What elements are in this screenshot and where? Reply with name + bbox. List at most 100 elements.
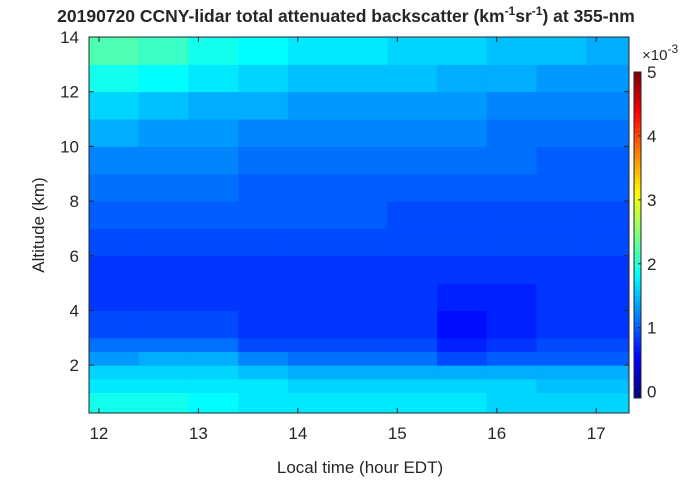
heatmap-cell <box>337 228 388 257</box>
heatmap-cell <box>238 119 289 147</box>
heatmap-cell <box>287 310 339 339</box>
colorbar-tick-label: 5 <box>647 63 656 82</box>
heatmap-cell <box>287 91 339 120</box>
heatmap-cell <box>536 351 587 366</box>
heatmap-cell <box>437 255 488 284</box>
colorbar-segment <box>634 382 641 389</box>
heatmap-cell <box>238 337 289 352</box>
heatmap-cell <box>536 392 587 414</box>
heatmap-cell <box>437 228 488 257</box>
heatmap-cell <box>437 365 488 380</box>
colorbar-segment <box>634 316 641 323</box>
heatmap-cell <box>287 228 339 257</box>
heatmap-cell <box>188 351 239 366</box>
heatmap-cell <box>337 337 388 352</box>
heatmap-cell <box>437 351 488 366</box>
heatmap-cell <box>138 64 189 93</box>
y-tick-label: 4 <box>70 301 79 320</box>
heatmap-cell <box>536 119 587 147</box>
heatmap-cell <box>586 173 630 202</box>
colorbar-segment <box>634 189 641 195</box>
heatmap-cell <box>437 173 488 202</box>
colorbar-segment <box>634 173 641 180</box>
colorbar-segment <box>634 199 641 205</box>
heatmap-cell <box>188 146 239 175</box>
heatmap-cell <box>586 337 630 352</box>
heatmap-cell <box>188 392 239 414</box>
heatmap-cell <box>387 351 438 366</box>
heatmap-cell <box>387 91 438 120</box>
heatmap-cell <box>287 337 339 352</box>
heatmap-cell <box>138 119 189 147</box>
heatmap-cell <box>89 173 140 202</box>
x-tick-label: 14 <box>288 424 307 443</box>
heatmap-cell <box>387 228 438 257</box>
heatmap-cell <box>188 365 239 380</box>
colorbar-segment <box>634 367 641 374</box>
colorbar-segment <box>634 219 641 226</box>
heatmap-cell <box>486 201 538 229</box>
colorbar-segment <box>634 97 641 104</box>
x-tick-label: 16 <box>487 424 506 443</box>
heatmap-cell <box>586 283 630 311</box>
heatmap-cell <box>138 146 189 175</box>
heatmap-cell <box>437 201 488 229</box>
heatmap-cell <box>387 365 438 380</box>
heatmap-cell <box>486 228 538 257</box>
heatmap-cell <box>387 337 438 352</box>
heatmap-cell <box>387 201 438 229</box>
heatmap-cell <box>89 228 140 257</box>
heatmap-cell <box>536 64 587 93</box>
heatmap-cell <box>89 378 140 393</box>
heatmap-cell <box>387 310 438 339</box>
colorbar-tick-label: 1 <box>647 319 656 338</box>
heatmap-cell <box>89 146 140 175</box>
heatmap-cell <box>238 255 289 284</box>
heatmap-cell <box>536 378 587 393</box>
heatmap-cell <box>138 173 189 202</box>
heatmap-cell <box>238 37 289 65</box>
y-tick-label: 8 <box>70 192 79 211</box>
colorbar-segment <box>634 275 641 282</box>
colorbar-segment <box>634 77 641 83</box>
heatmap-cell <box>89 337 140 352</box>
colorbar-segment <box>634 87 641 93</box>
colorbar-segment <box>634 102 641 109</box>
colorbar-segment <box>634 153 641 160</box>
heatmap-cell <box>238 91 289 120</box>
colorbar-segment <box>634 280 641 287</box>
colorbar-segment <box>634 291 641 297</box>
heatmap-cell <box>437 37 488 65</box>
colorbar-segment <box>634 301 641 307</box>
heatmap-cell <box>238 283 289 311</box>
heatmap-cell <box>337 378 388 393</box>
heatmap-cell <box>89 351 140 366</box>
heatmap-cell <box>437 119 488 147</box>
colorbar-segment <box>634 148 641 154</box>
heatmap-cell <box>337 310 388 339</box>
title-part: -1 <box>532 4 543 18</box>
heatmap-cell <box>138 392 189 414</box>
heatmap-cell <box>387 255 438 284</box>
heatmap-cell <box>337 146 388 175</box>
heatmap-cell <box>486 37 538 65</box>
heatmap-cell <box>486 283 538 311</box>
heatmap-cell <box>89 64 140 93</box>
colorbar-segment <box>634 122 641 129</box>
heatmap-cell <box>586 37 630 65</box>
heatmap-cell <box>486 351 538 366</box>
y-tick-label: 10 <box>60 137 79 156</box>
x-tick-label: 17 <box>587 424 606 443</box>
heatmap-cell <box>536 146 587 175</box>
heatmap-cell <box>437 337 488 352</box>
heatmap-cell <box>89 119 140 147</box>
heatmap-cell <box>287 173 339 202</box>
colorbar-segment <box>634 158 641 165</box>
heatmap-cell <box>287 146 339 175</box>
y-tick-label: 6 <box>70 247 79 266</box>
heatmap-cell <box>387 392 438 414</box>
title-part: 20190720 CCNY-lidar total attenuated bac… <box>57 6 504 26</box>
heatmap-cell <box>486 255 538 284</box>
heatmap-cell <box>89 310 140 339</box>
heatmap-cell <box>536 255 587 284</box>
